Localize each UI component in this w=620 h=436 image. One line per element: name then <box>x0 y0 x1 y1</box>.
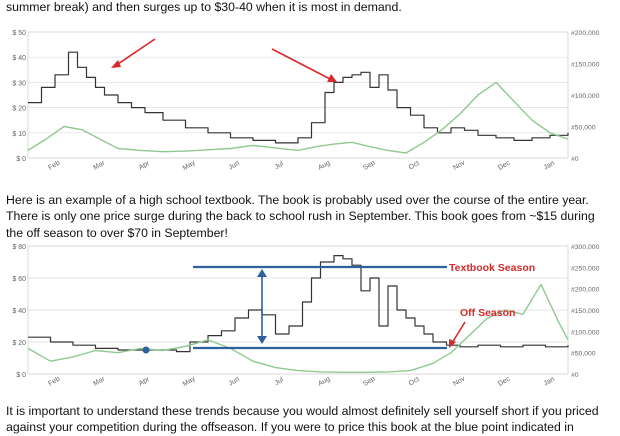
x-tick-label: Jan <box>543 160 556 172</box>
y2-tick-label: #200,000 <box>571 287 600 294</box>
chart2-annotations: Textbook Season Off Season <box>142 262 535 354</box>
x-tick-label: Nov <box>452 375 467 388</box>
chart1-axes: $ 50 $ 40 $ 30 $ 20 $ 10 $ 0 #200,000 #150,000 #… <box>12 30 599 172</box>
red-arrow-aug <box>271 48 333 81</box>
y-tick-label: $ 50 <box>12 30 26 37</box>
high-school-textbook-paragraph: Here is an example of a high school text… <box>6 193 595 240</box>
intro-text-line: summer break) and then surges up to $30-… <box>6 0 402 14</box>
x-tick-label: Dec <box>497 375 512 388</box>
chart2-grid <box>27 245 569 375</box>
x-tick-label: Feb <box>47 376 61 388</box>
price-range-arrowhead-top <box>257 269 267 277</box>
red-arrowhead-mar <box>111 60 121 68</box>
chart2-series <box>27 255 569 373</box>
x-tick-label: Jul <box>274 160 286 171</box>
price-series-line <box>28 255 569 353</box>
x-tick-label: Mar <box>92 159 107 171</box>
y-tick-label: $ 30 <box>12 80 26 87</box>
y-tick-label: $ 60 <box>12 276 26 283</box>
price-history-chart-1: $ 50 $ 40 $ 30 $ 20 $ 10 $ 0 #200,000 #150,000 #… <box>12 30 599 172</box>
sales-rank-series-line <box>27 81 569 154</box>
y2-tick-label: #250,000 <box>571 265 600 272</box>
x-tick-label: Nov <box>452 159 467 172</box>
x-tick-label: May <box>182 375 197 388</box>
chart1-series <box>27 51 569 154</box>
x-tick-label: Oct <box>408 160 421 172</box>
blue-price-point <box>142 346 150 354</box>
y2-tick-label: #300,000 <box>571 244 600 251</box>
x-tick-label: May <box>182 159 197 172</box>
y-tick-label: $ 0 <box>16 372 26 379</box>
sales-rank-series-line <box>27 283 569 373</box>
plot-frame <box>27 31 569 159</box>
x-tick-label: Feb <box>47 160 61 172</box>
red-arrowhead-aug <box>327 74 337 82</box>
pricing-advice-paragraph: It is important to understand these tren… <box>6 404 599 435</box>
x-tick-label: Mar <box>92 375 107 387</box>
off-season-arrow <box>451 321 466 344</box>
y2-tick-label: #100,000 <box>571 329 600 336</box>
chart1-annotations <box>111 38 337 82</box>
y2-tick-label: #50,000 <box>571 125 596 132</box>
y2-tick-label: #150,000 <box>571 62 600 69</box>
x-tick-label: Dec <box>497 159 512 172</box>
y-tick-label: $ 20 <box>12 340 26 347</box>
red-arrow-mar <box>114 38 156 67</box>
y-tick-label: $ 20 <box>12 106 26 113</box>
y-tick-label: $ 40 <box>12 308 26 315</box>
x-tick-label: Oct <box>408 376 421 388</box>
y-tick-label: $ 80 <box>12 244 26 251</box>
x-tick-label: Jan <box>543 376 556 388</box>
y-tick-label: $ 10 <box>12 131 26 138</box>
x-tick-label: Sep <box>362 160 376 172</box>
y2-tick-label: #100,000 <box>571 93 600 100</box>
y2-tick-label: #0 <box>571 372 579 379</box>
x-tick-label: Jun <box>228 376 241 388</box>
off-season-arrowhead <box>449 339 456 348</box>
price-history-chart-2: $ 80 $ 60 $ 40 $ 20 $ 0 #300,000 #250,000 #200,… <box>12 244 599 388</box>
price-range-arrowhead-bottom <box>257 336 267 344</box>
x-tick-label: Jun <box>228 160 241 172</box>
textbook-season-label: Textbook Season <box>449 262 535 274</box>
y-tick-label: $ 40 <box>12 55 26 62</box>
y2-tick-label: #50,000 <box>571 351 596 358</box>
y2-tick-label: #0 <box>571 156 579 163</box>
x-tick-label: Aug <box>317 160 331 172</box>
y2-tick-label: #150,000 <box>571 308 600 315</box>
x-tick-label: Apr <box>138 160 152 172</box>
price-series-line <box>28 51 569 144</box>
y-tick-label: $ 0 <box>16 156 26 163</box>
y2-tick-label: #200,000 <box>571 30 600 37</box>
x-tick-label: Sep <box>362 376 376 388</box>
x-tick-label: Aug <box>317 376 331 388</box>
x-tick-label: Apr <box>138 376 152 388</box>
x-tick-label: Jul <box>274 376 286 387</box>
chart2-axes: $ 80 $ 60 $ 40 $ 20 $ 0 #300,000 #250,000 #200,… <box>12 244 599 388</box>
off-season-label: Off Season <box>460 307 515 319</box>
